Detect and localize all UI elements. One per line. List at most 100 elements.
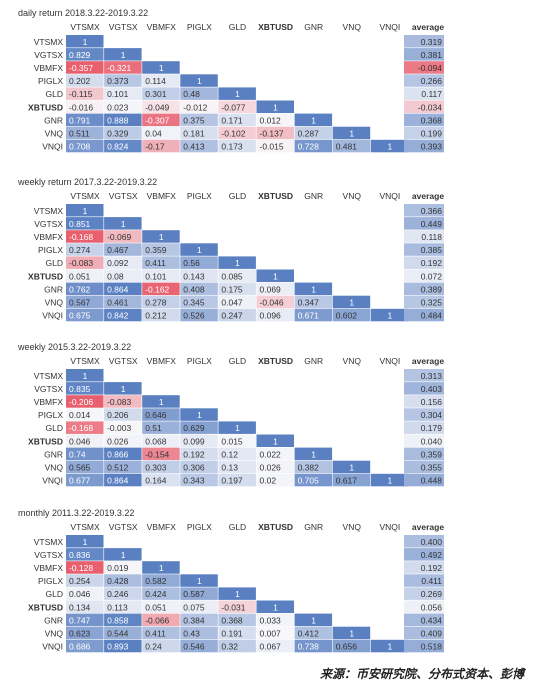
cell-value: 0.047 xyxy=(221,298,243,308)
cell-value: 0.051 xyxy=(145,602,167,612)
column-header: GLD xyxy=(229,191,246,201)
cell-value: 0.022 xyxy=(260,449,282,459)
heatmap-cell xyxy=(180,408,218,421)
cell-value: 0.675 xyxy=(69,311,91,321)
cell-value: 0.099 xyxy=(183,436,205,446)
cell-value: 0.428 xyxy=(107,576,129,586)
row-label: VNQI xyxy=(42,476,63,486)
cell-value: 0.007 xyxy=(260,629,282,639)
average-value: -0.034 xyxy=(418,102,442,112)
heatmap-cell xyxy=(218,434,256,447)
average-value: 0.199 xyxy=(421,129,443,139)
cell-value: 0.012 xyxy=(260,115,282,125)
cell-value: 0.836 xyxy=(69,550,91,560)
heatmap-cell xyxy=(142,74,180,87)
heatmap-cell xyxy=(104,587,142,600)
column-header: PIGLX xyxy=(187,22,212,32)
heatmap-cell xyxy=(218,447,256,461)
cell-value: 0.677 xyxy=(69,476,91,486)
heatmap-cell xyxy=(218,473,256,487)
cell-value: 1 xyxy=(83,37,88,47)
heatmap-cell xyxy=(104,434,142,447)
row-label: VBMFX xyxy=(34,232,64,242)
column-header: VGTSX xyxy=(109,191,138,201)
cell-value: 0.329 xyxy=(107,129,129,139)
heatmap-cell xyxy=(104,282,142,296)
heatmap-cell xyxy=(66,100,104,113)
cell-value: -0.17 xyxy=(145,142,165,152)
cell-value: 0.113 xyxy=(107,602,128,612)
heatmap-cell xyxy=(104,626,142,640)
heatmap-cell xyxy=(256,139,294,153)
row-label: GNR xyxy=(44,449,63,459)
heatmap-cell xyxy=(142,282,180,296)
average-cell xyxy=(404,574,444,587)
average-cell xyxy=(404,434,444,447)
average-value: 0.117 xyxy=(421,89,442,99)
average-value: 0.156 xyxy=(421,397,443,407)
cell-value: 0.24 xyxy=(145,642,162,652)
average-value: 0.304 xyxy=(421,410,443,420)
heatmap-cell xyxy=(180,256,218,269)
heatmap-cell xyxy=(294,473,333,487)
heatmap-cell xyxy=(256,295,294,309)
cell-value: 0.481 xyxy=(336,142,358,152)
heatmap-cell xyxy=(180,626,218,640)
cell-value: 0.197 xyxy=(221,476,243,486)
heatmap-panel-4: monthly 2011.3.22-2019.3.22 VTSMX VGTSX VBM… xyxy=(18,508,444,653)
average-value: 0.319 xyxy=(421,37,443,47)
cell-value: 1 xyxy=(159,63,164,73)
heatmap-cell xyxy=(218,460,256,474)
cell-value: 0.026 xyxy=(260,463,282,473)
heatmap-cell xyxy=(104,421,142,434)
cell-value: 0.56 xyxy=(183,258,200,268)
cell-value: 1 xyxy=(121,50,126,60)
cell-value: 0.247 xyxy=(221,311,243,321)
heatmap-cell xyxy=(66,369,104,382)
heatmap-cell xyxy=(180,473,218,487)
cell-value: 0.164 xyxy=(145,476,167,486)
average-header: average xyxy=(412,22,444,32)
average-cell xyxy=(404,61,444,74)
column-header: VGTSX xyxy=(109,22,138,32)
average-cell xyxy=(404,369,444,382)
cell-value: 0.02 xyxy=(260,476,277,486)
heatmap-cell xyxy=(218,256,256,269)
cell-value: 0.306 xyxy=(183,463,205,473)
cell-value: -0.115 xyxy=(69,89,93,99)
cell-value: -0.102 xyxy=(221,129,245,139)
average-cell xyxy=(404,48,444,61)
cell-value: 0.134 xyxy=(69,602,91,612)
cell-value: 1 xyxy=(349,463,354,473)
column-header: VBMFX xyxy=(147,522,177,532)
heatmap-cell xyxy=(104,613,142,627)
heatmap-cell xyxy=(104,217,142,230)
heatmap-cell xyxy=(294,613,333,627)
cell-value: 1 xyxy=(311,284,316,294)
heatmap-cell xyxy=(66,243,104,256)
average-cell xyxy=(404,295,444,309)
heatmap-cell xyxy=(66,87,104,100)
heatmap-cell xyxy=(104,382,142,395)
row-label: XBTUSD xyxy=(28,602,63,612)
column-header: VTSMX xyxy=(70,191,100,201)
average-cell xyxy=(404,139,444,153)
average-value: 0.325 xyxy=(421,298,443,308)
average-cell xyxy=(404,204,444,217)
average-cell xyxy=(404,408,444,421)
heatmap-cell xyxy=(66,561,104,574)
average-cell xyxy=(404,395,444,408)
row-label: VNQ xyxy=(45,298,64,308)
heatmap-cell xyxy=(218,126,256,140)
heatmap-cell xyxy=(66,48,104,61)
row-label: VGTSX xyxy=(34,219,63,229)
average-value: 0.269 xyxy=(421,589,443,599)
average-cell xyxy=(404,600,444,613)
cell-value: 0.303 xyxy=(145,463,167,473)
cell-value: 0.068 xyxy=(145,436,167,446)
cell-value: 0.069 xyxy=(260,284,282,294)
average-cell xyxy=(404,100,444,113)
heatmap-cell xyxy=(142,395,180,408)
cell-value: 0.511 xyxy=(69,129,90,139)
cell-value: 1 xyxy=(311,449,316,459)
